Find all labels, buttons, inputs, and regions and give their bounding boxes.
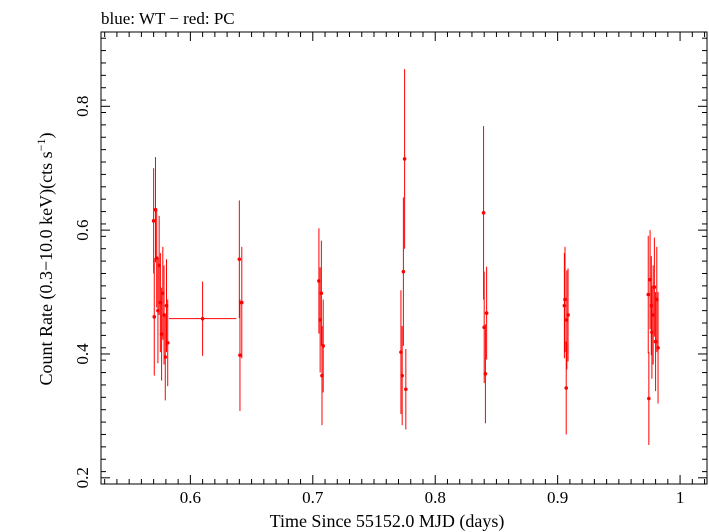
point-marker bbox=[151, 219, 156, 223]
data-point bbox=[152, 258, 157, 376]
point-marker bbox=[562, 303, 567, 308]
y-axis-label-main: Count Rate (0.3−10.0 keV)(cts s bbox=[36, 151, 57, 385]
data-point bbox=[238, 299, 242, 411]
data-point bbox=[652, 237, 657, 337]
point-marker bbox=[163, 355, 168, 359]
x-tick-label: 0.7 bbox=[302, 488, 324, 507]
data-points bbox=[151, 69, 660, 445]
data-point bbox=[402, 69, 407, 249]
data-point bbox=[564, 341, 569, 435]
data-point bbox=[484, 266, 489, 360]
point-marker bbox=[483, 371, 488, 376]
point-marker bbox=[152, 315, 157, 319]
y-axis-label-end: ) bbox=[36, 133, 57, 139]
point-marker bbox=[400, 373, 404, 378]
data-point bbox=[239, 246, 244, 359]
data-point bbox=[404, 349, 408, 430]
data-point bbox=[656, 292, 660, 404]
data-point bbox=[401, 197, 406, 346]
point-marker bbox=[564, 386, 569, 390]
point-marker bbox=[319, 291, 324, 296]
x-tick-label: 0.8 bbox=[425, 488, 446, 507]
data-point bbox=[237, 200, 242, 319]
data-point bbox=[165, 299, 170, 387]
point-marker bbox=[200, 316, 205, 321]
y-tick-label: 0.8 bbox=[73, 96, 92, 117]
data-point bbox=[483, 324, 488, 424]
data-point bbox=[400, 326, 404, 426]
x-axis-label: Time Since 55152.0 MJD (days) bbox=[270, 511, 505, 532]
data-point bbox=[168, 281, 237, 356]
point-marker bbox=[404, 387, 408, 392]
x-tick-label: 0.9 bbox=[547, 488, 568, 507]
point-marker bbox=[165, 341, 170, 345]
point-marker bbox=[401, 269, 406, 274]
point-marker bbox=[646, 292, 651, 297]
data-point bbox=[321, 299, 326, 393]
point-marker bbox=[321, 344, 326, 348]
series-PC bbox=[151, 69, 660, 445]
plot-frame bbox=[100, 31, 708, 485]
point-marker bbox=[237, 257, 242, 262]
point-marker bbox=[647, 396, 651, 401]
y-tick-label: 0.2 bbox=[73, 467, 92, 488]
point-marker bbox=[238, 353, 242, 358]
y-axis-label-superscript: −1 bbox=[34, 139, 48, 152]
x-tick-label: 0.6 bbox=[180, 488, 201, 507]
x-tick-label: 1 bbox=[676, 488, 685, 507]
y-tick-label: 0.6 bbox=[73, 220, 92, 241]
data-point bbox=[563, 246, 567, 353]
data-point bbox=[646, 235, 651, 354]
point-marker bbox=[566, 313, 570, 317]
data-point bbox=[481, 126, 486, 300]
point-marker bbox=[239, 300, 244, 305]
data-point bbox=[562, 253, 567, 359]
point-marker bbox=[652, 285, 657, 289]
point-marker bbox=[563, 297, 567, 302]
data-point bbox=[566, 268, 570, 362]
point-marker bbox=[649, 303, 654, 308]
y-axis-label: Count Rate (0.3−10.0 keV)(cts s−1) bbox=[34, 133, 57, 386]
y-tick-label: 0.4 bbox=[73, 343, 92, 365]
point-marker bbox=[402, 157, 407, 161]
point-marker bbox=[656, 345, 660, 350]
chart-title: blue: WT − red: PC bbox=[101, 9, 235, 28]
point-marker bbox=[481, 211, 486, 215]
data-point bbox=[647, 352, 651, 445]
data-point bbox=[163, 313, 168, 401]
data-point bbox=[151, 168, 156, 274]
axis-ticks: 0.6 0.7 0.8 0.9 1 0.2 0.4 0.6 0.8 bbox=[73, 32, 707, 507]
data-point bbox=[319, 240, 324, 346]
point-marker bbox=[484, 311, 489, 315]
